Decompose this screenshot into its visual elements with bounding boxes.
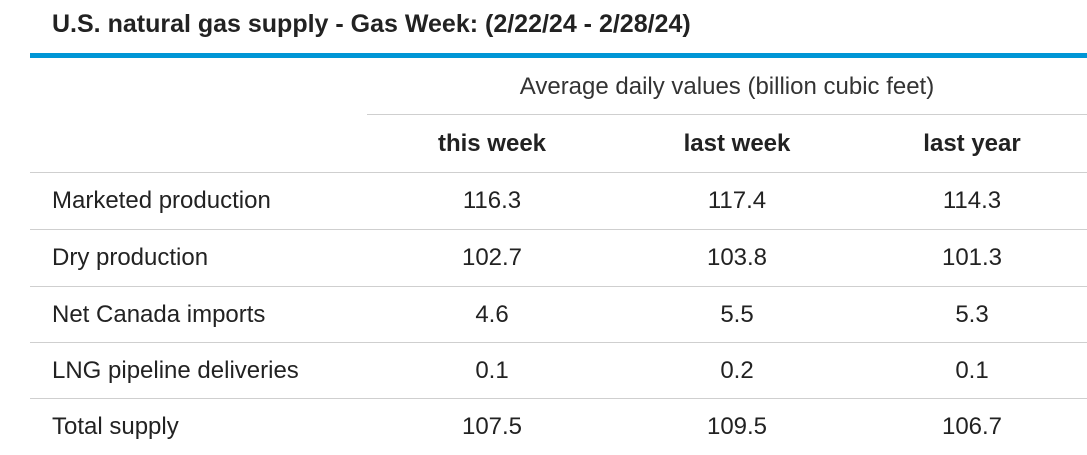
cell-last-year: 114.3 xyxy=(942,187,1002,214)
cell-this-week: 4.6 xyxy=(475,301,509,328)
row-label: LNG pipeline deliveries xyxy=(52,357,299,384)
cell-last-year: 106.7 xyxy=(941,413,1003,440)
column-header-last-week: last week xyxy=(683,130,791,157)
cell-last-year: 5.3 xyxy=(955,301,989,328)
cell-this-week: 107.5 xyxy=(461,413,523,440)
table-row-net-canada-imports: Net Canada imports 4.6 5.5 5.3 xyxy=(30,286,1087,343)
cell-last-week: 117.4 xyxy=(707,187,767,214)
row-label: Net Canada imports xyxy=(52,301,266,328)
row-label: Total supply xyxy=(52,413,179,440)
cell-this-week: 0.1 xyxy=(475,357,509,384)
cell-last-week: 109.5 xyxy=(706,413,768,440)
row-label: Dry production xyxy=(52,244,209,271)
cell-last-year: 101.3 xyxy=(941,244,1003,271)
page-title: U.S. natural gas supply - Gas Week: (2/2… xyxy=(52,10,691,38)
table-row-total-supply: Total supply 107.5 109.5 106.7 xyxy=(30,398,1087,447)
title-accent-rule xyxy=(30,53,1087,58)
cell-last-week: 103.8 xyxy=(706,244,768,271)
table-row-marketed-production: Marketed production 116.3 117.4 114.3 xyxy=(30,172,1087,229)
cell-last-year: 0.1 xyxy=(955,357,989,384)
cell-this-week: 102.7 xyxy=(461,244,523,271)
table-row-dry-production: Dry production 102.7 103.8 101.3 xyxy=(30,229,1087,286)
column-group-header: Average daily values (billion cubic feet… xyxy=(367,60,1087,115)
cell-last-week: 5.5 xyxy=(720,301,754,328)
cell-last-week: 0.2 xyxy=(720,357,754,384)
column-header-last-year: last year xyxy=(923,130,1021,157)
cell-this-week: 116.3 xyxy=(462,187,522,214)
table-row-lng-pipeline-deliveries: LNG pipeline deliveries 0.1 0.2 0.1 xyxy=(30,342,1087,399)
row-label: Marketed production xyxy=(52,187,271,214)
column-header-this-week: this week xyxy=(437,130,547,157)
